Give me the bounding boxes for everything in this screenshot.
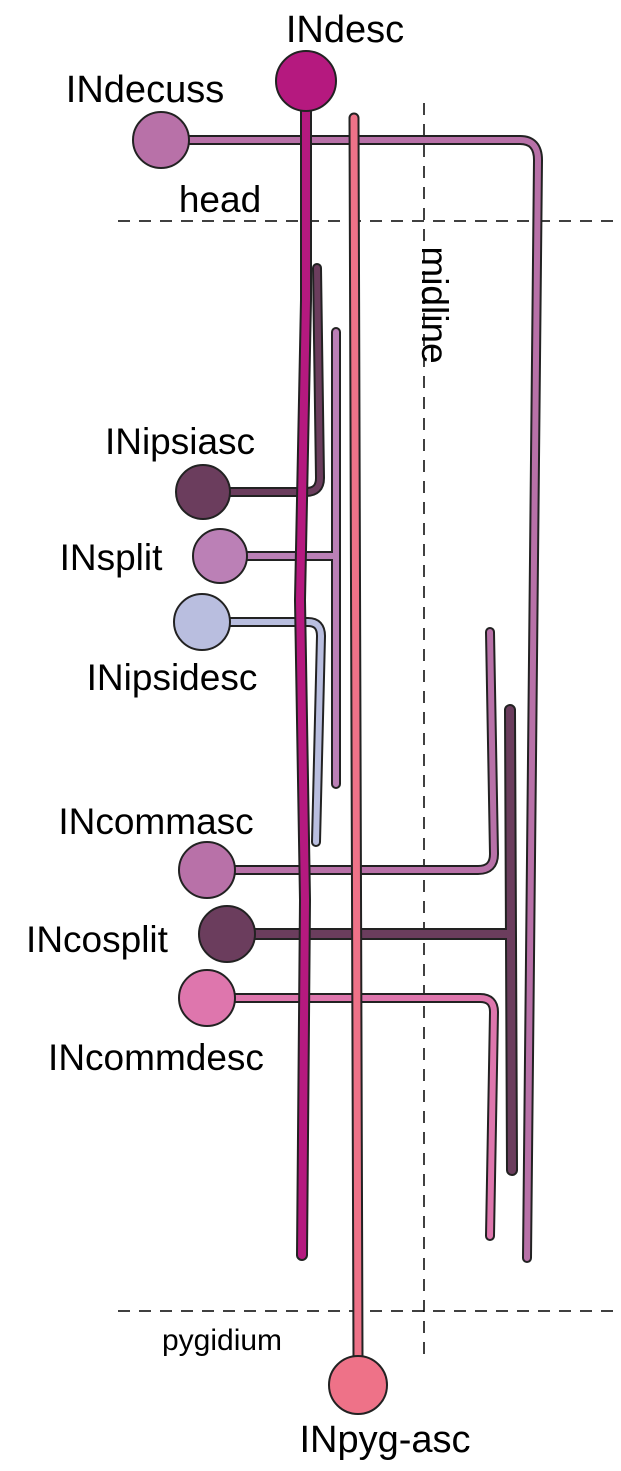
neuron-INdecuss (132, 111, 543, 1263)
INcommdesc-neurite (229, 995, 497, 1239)
neuron-INpyg-asc (328, 112, 388, 1415)
INpyg-asc-neurite (350, 114, 362, 1362)
INcommasc-neurite-outline (228, 627, 499, 875)
neuron-INcosplit (198, 704, 518, 1176)
INcosplit-neurite-outline (246, 704, 518, 1176)
neuron-INipsidesc (173, 593, 326, 847)
neuron-INcommasc (178, 627, 499, 899)
label-INcosplit: INcosplit (26, 919, 169, 960)
INdesc-soma (275, 50, 337, 112)
label-INcommdesc: INcommdesc (48, 1037, 264, 1078)
label-INdecuss: INdecuss (66, 69, 224, 111)
INdecuss-neurite (182, 137, 541, 1261)
neuron-INsplit (192, 327, 341, 789)
INcommdesc-neurite-outline (227, 993, 499, 1241)
INdecuss-soma (132, 111, 190, 169)
neuron-INdesc (275, 50, 337, 1261)
label-INdesc: INdesc (286, 9, 404, 51)
label-midline: midline (414, 246, 455, 363)
label-INsplit: INsplit (60, 537, 164, 578)
label-INcommasc: INcommasc (58, 801, 253, 842)
label-INpyg-asc: INpyg-asc (299, 1419, 470, 1461)
INcommasc-neurite (230, 629, 497, 873)
INipsidesc-soma (173, 593, 231, 651)
INcommasc-soma (178, 841, 236, 899)
label-head: head (179, 179, 261, 220)
INcommdesc-soma (178, 969, 236, 1027)
INsplit-soma (192, 528, 248, 584)
label-INipsidesc: INipsidesc (87, 657, 258, 698)
label-pygidium: pygidium (162, 1324, 282, 1357)
INcosplit-neurite (248, 706, 516, 1174)
INipsidesc-neurite (224, 619, 324, 845)
INpyg-asc-soma (328, 1355, 388, 1415)
neuron-INcommdesc (178, 969, 499, 1241)
INdesc-neurite (296, 96, 310, 1259)
INcosplit-soma (198, 905, 256, 963)
INsplit-neurite (242, 329, 339, 787)
label-INipsiasc: INipsiasc (105, 421, 255, 462)
INipsiasc-soma (175, 464, 231, 520)
